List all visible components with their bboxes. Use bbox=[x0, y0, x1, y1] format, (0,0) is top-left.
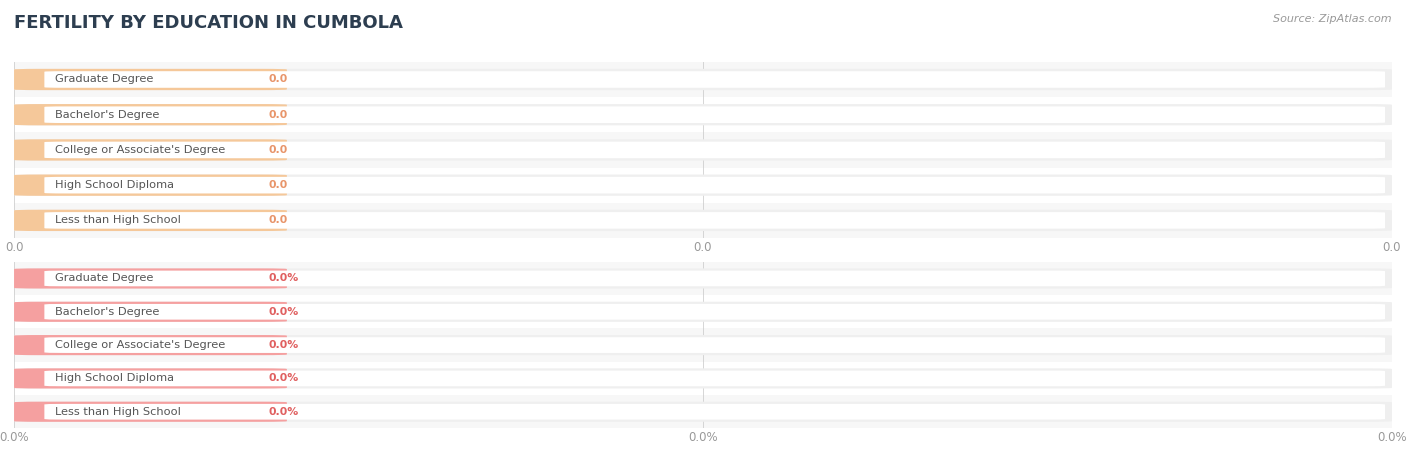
Text: 0.0: 0.0 bbox=[269, 180, 288, 190]
FancyBboxPatch shape bbox=[14, 139, 1392, 160]
Bar bbox=[14, 328, 1392, 362]
Bar bbox=[14, 132, 1392, 168]
FancyBboxPatch shape bbox=[45, 142, 1385, 158]
FancyBboxPatch shape bbox=[14, 104, 287, 125]
FancyBboxPatch shape bbox=[45, 371, 1385, 386]
FancyBboxPatch shape bbox=[14, 175, 1392, 196]
Bar bbox=[14, 295, 1392, 328]
Text: 0.0%: 0.0% bbox=[269, 273, 299, 284]
FancyBboxPatch shape bbox=[45, 304, 1385, 319]
FancyBboxPatch shape bbox=[14, 139, 287, 160]
Bar bbox=[14, 362, 1392, 395]
Text: High School Diploma: High School Diploma bbox=[55, 180, 174, 190]
FancyBboxPatch shape bbox=[45, 337, 1385, 353]
FancyBboxPatch shape bbox=[45, 271, 1385, 286]
FancyBboxPatch shape bbox=[45, 177, 1385, 193]
FancyBboxPatch shape bbox=[14, 210, 1392, 231]
FancyBboxPatch shape bbox=[14, 104, 1392, 125]
Bar bbox=[14, 203, 1392, 238]
FancyBboxPatch shape bbox=[14, 302, 287, 322]
Text: Less than High School: Less than High School bbox=[55, 215, 181, 226]
Bar bbox=[14, 62, 1392, 97]
Text: Bachelor's Degree: Bachelor's Degree bbox=[55, 109, 160, 120]
FancyBboxPatch shape bbox=[14, 368, 1392, 388]
FancyBboxPatch shape bbox=[45, 71, 1385, 88]
Text: College or Associate's Degree: College or Associate's Degree bbox=[55, 340, 225, 350]
Text: 0.0%: 0.0% bbox=[269, 340, 299, 350]
Text: 0.0: 0.0 bbox=[269, 109, 288, 120]
FancyBboxPatch shape bbox=[14, 335, 287, 355]
FancyBboxPatch shape bbox=[14, 210, 287, 231]
FancyBboxPatch shape bbox=[14, 69, 1392, 90]
Text: Bachelor's Degree: Bachelor's Degree bbox=[55, 307, 160, 317]
FancyBboxPatch shape bbox=[14, 69, 287, 90]
Text: Graduate Degree: Graduate Degree bbox=[55, 273, 153, 284]
Text: Source: ZipAtlas.com: Source: ZipAtlas.com bbox=[1274, 14, 1392, 24]
FancyBboxPatch shape bbox=[14, 302, 1392, 322]
Text: 0.0%: 0.0% bbox=[269, 407, 299, 417]
Text: 0.0: 0.0 bbox=[269, 145, 288, 155]
FancyBboxPatch shape bbox=[14, 402, 1392, 422]
FancyBboxPatch shape bbox=[45, 107, 1385, 123]
Text: 0.0%: 0.0% bbox=[269, 373, 299, 384]
Text: FERTILITY BY EDUCATION IN CUMBOLA: FERTILITY BY EDUCATION IN CUMBOLA bbox=[14, 14, 404, 32]
Text: Less than High School: Less than High School bbox=[55, 407, 181, 417]
Bar bbox=[14, 168, 1392, 203]
FancyBboxPatch shape bbox=[14, 175, 287, 196]
Bar bbox=[14, 97, 1392, 132]
FancyBboxPatch shape bbox=[45, 212, 1385, 228]
Bar bbox=[14, 395, 1392, 428]
FancyBboxPatch shape bbox=[45, 404, 1385, 419]
FancyBboxPatch shape bbox=[14, 268, 287, 288]
Text: 0.0%: 0.0% bbox=[269, 307, 299, 317]
Text: 0.0: 0.0 bbox=[269, 215, 288, 226]
FancyBboxPatch shape bbox=[14, 368, 287, 388]
Text: Graduate Degree: Graduate Degree bbox=[55, 74, 153, 85]
FancyBboxPatch shape bbox=[14, 335, 1392, 355]
Text: College or Associate's Degree: College or Associate's Degree bbox=[55, 145, 225, 155]
FancyBboxPatch shape bbox=[14, 402, 287, 422]
Text: 0.0: 0.0 bbox=[269, 74, 288, 85]
Text: High School Diploma: High School Diploma bbox=[55, 373, 174, 384]
Bar bbox=[14, 262, 1392, 295]
FancyBboxPatch shape bbox=[14, 268, 1392, 288]
